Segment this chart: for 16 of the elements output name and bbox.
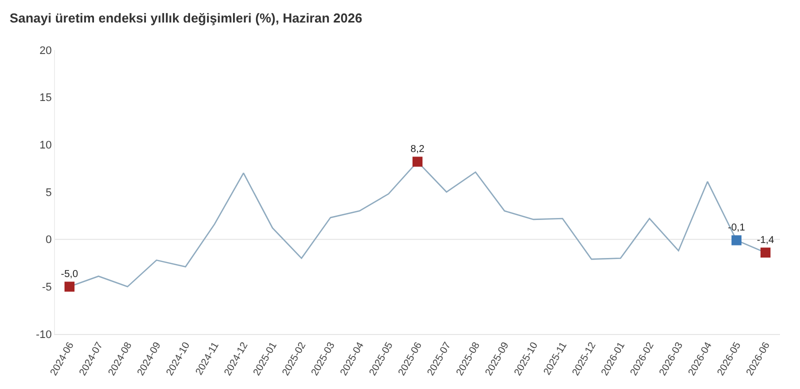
data-label: -0,1 — [728, 222, 746, 234]
chart-title: Sanayi üretim endeksi yıllık değişimleri (%), Haziran 2026 — [10, 10, 362, 26]
y-tick-label: 20 — [40, 44, 52, 57]
point — [760, 248, 770, 258]
y-tick-label: -10 — [36, 328, 52, 341]
y-tick-label: 0 — [46, 234, 52, 246]
point — [412, 156, 422, 167]
y-tick-label: 15 — [40, 92, 52, 104]
data-label: -5,0 — [60, 268, 79, 280]
point — [732, 235, 742, 246]
y-tick-label: -5 — [42, 282, 52, 294]
point — [64, 282, 74, 292]
data-label: 8,2 — [410, 144, 425, 155]
data-label: -1,4 — [756, 234, 775, 246]
y-tick-label: 10 — [40, 140, 52, 152]
y-tick-label: 5 — [46, 186, 52, 199]
